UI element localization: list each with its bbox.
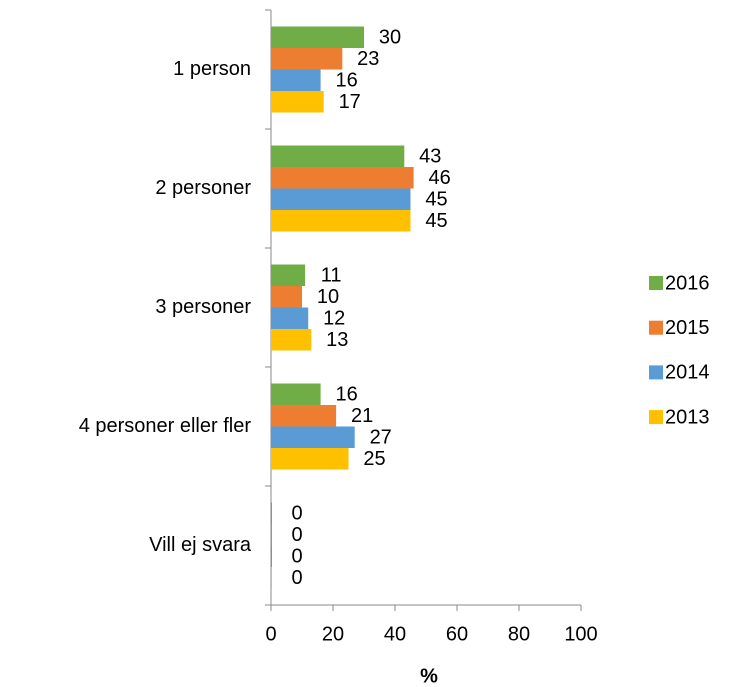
- bar: [271, 524, 272, 546]
- x-tick-label: 0: [265, 623, 276, 645]
- data-label: 30: [379, 27, 401, 49]
- data-label: 25: [363, 448, 385, 470]
- bar: [271, 91, 324, 113]
- data-label: 13: [326, 329, 348, 351]
- y-tick-label: 1 person: [173, 58, 251, 80]
- y-tick-label: 2 personer: [155, 177, 251, 199]
- data-label: 16: [335, 70, 357, 92]
- data-label: 12: [323, 308, 345, 330]
- bar: [271, 188, 411, 210]
- y-tick-label: Vill ej svara: [149, 534, 252, 556]
- bar: [271, 329, 312, 351]
- legend-label: 2016: [665, 272, 710, 294]
- data-label: 16: [335, 384, 357, 406]
- data-label: 45: [425, 189, 447, 211]
- data-label: 0: [291, 567, 302, 589]
- bar: [271, 145, 405, 167]
- data-label: 11: [321, 265, 342, 287]
- bar: [271, 286, 302, 308]
- data-label: 17: [339, 91, 361, 113]
- bar: [271, 426, 355, 448]
- data-label: 0: [291, 503, 302, 525]
- x-tick-label: 100: [564, 623, 597, 645]
- legend-label: 2015: [665, 317, 710, 339]
- bar: [271, 405, 337, 427]
- bar: [271, 448, 349, 470]
- data-label: 0: [291, 546, 302, 568]
- bar: [271, 307, 309, 329]
- bar: [271, 210, 411, 232]
- legend-swatch: [649, 320, 663, 335]
- data-label: 0: [291, 524, 302, 546]
- data-label: 23: [357, 48, 379, 70]
- bar: [271, 545, 272, 567]
- legend-swatch: [649, 365, 663, 380]
- data-label: 27: [370, 427, 392, 449]
- bar: [271, 383, 321, 405]
- y-tick-label: 3 personer: [155, 296, 251, 318]
- data-label: 46: [428, 167, 450, 189]
- legend-swatch: [649, 410, 663, 425]
- bar: [271, 167, 414, 189]
- bar: [271, 502, 272, 524]
- x-tick-label: 80: [508, 623, 530, 645]
- legend-label: 2013: [665, 406, 710, 428]
- data-label: 45: [425, 210, 447, 232]
- x-tick-label: 60: [446, 623, 468, 645]
- bar: [271, 48, 343, 70]
- data-label: 43: [419, 146, 441, 168]
- legend-swatch: [649, 276, 663, 290]
- bar: [271, 567, 272, 589]
- x-tick-label: 20: [322, 623, 344, 645]
- bar: [271, 26, 364, 48]
- data-label: 21: [351, 405, 373, 427]
- x-axis-label: %: [420, 665, 438, 687]
- bar: [271, 69, 321, 91]
- bar: [271, 264, 306, 286]
- data-label: 10: [317, 286, 339, 308]
- x-tick-label: 40: [384, 623, 406, 645]
- legend-label: 2014: [665, 362, 710, 384]
- y-tick-label: 4 personer eller fler: [79, 415, 252, 437]
